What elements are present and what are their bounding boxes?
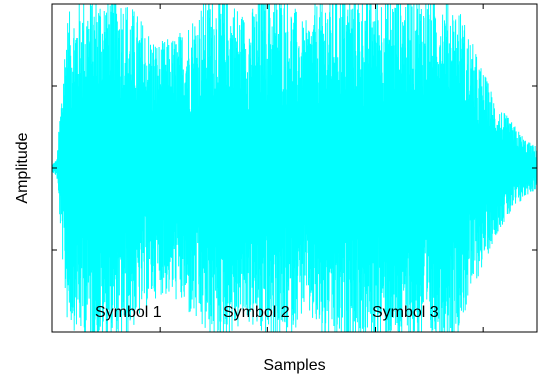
annotation-symbol-1: Symbol 1 <box>95 304 162 321</box>
x-axis-label: Samples <box>263 357 325 374</box>
annotation-symbol-3: Symbol 3 <box>372 304 439 321</box>
annotation-symbol-2: Symbol 2 <box>223 304 290 321</box>
y-axis-label: Amplitude <box>14 132 31 203</box>
signal-trace <box>51 3 538 333</box>
axis-ticks <box>52 4 537 332</box>
